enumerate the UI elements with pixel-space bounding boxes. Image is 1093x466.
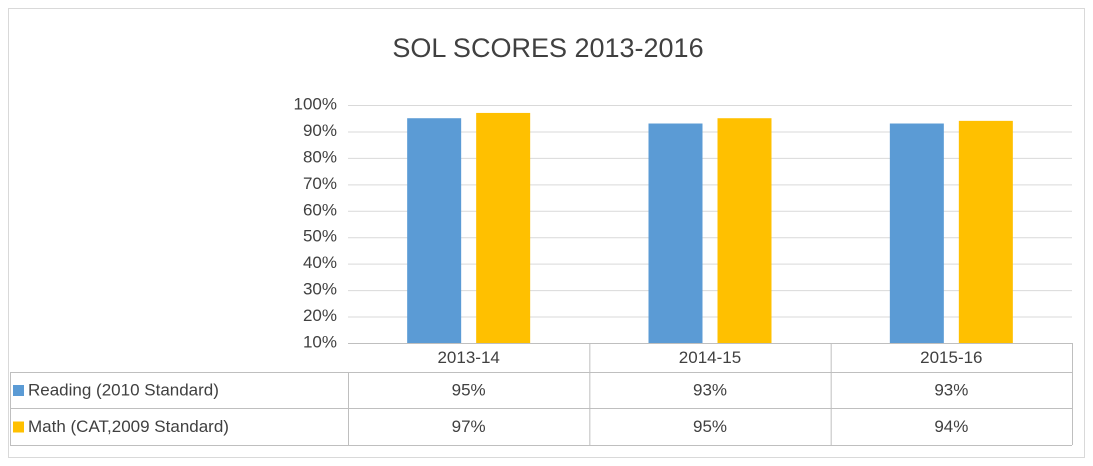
bar [889, 123, 944, 343]
y-tick-label: 50% [303, 227, 337, 246]
x-tick-label: 2014-15 [679, 348, 741, 367]
y-tick-label: 20% [303, 306, 337, 325]
y-tick-label: 90% [303, 121, 337, 140]
y-tick-label: 70% [303, 174, 337, 193]
y-tick-label: 40% [303, 253, 337, 272]
y-tick-label: 60% [303, 200, 337, 219]
y-tick-label: 80% [303, 147, 337, 166]
table-value: 95% [693, 417, 727, 436]
legend-label: Reading (2010 Standard) [28, 380, 219, 399]
bar [717, 118, 772, 343]
legend-key [13, 385, 24, 396]
table-value: 93% [934, 380, 968, 399]
y-tick-label: 30% [303, 280, 337, 299]
table-value: 94% [934, 417, 968, 436]
y-tick-label: 100% [294, 94, 337, 113]
table-value: 97% [452, 417, 486, 436]
legend-key [13, 421, 24, 433]
bar [648, 123, 703, 343]
x-tick-label: 2013-14 [437, 348, 499, 367]
x-tick-label: 2015-16 [920, 348, 982, 367]
table-value: 95% [452, 380, 486, 399]
bar [958, 120, 1013, 343]
chart-title: SOL SCORES 2013-2016 [392, 33, 703, 63]
y-tick-label: 10% [303, 332, 337, 351]
bar [407, 118, 462, 343]
legend-label: Math (CAT,2009 Standard) [28, 417, 229, 436]
bar [476, 112, 531, 343]
table-value: 93% [693, 380, 727, 399]
